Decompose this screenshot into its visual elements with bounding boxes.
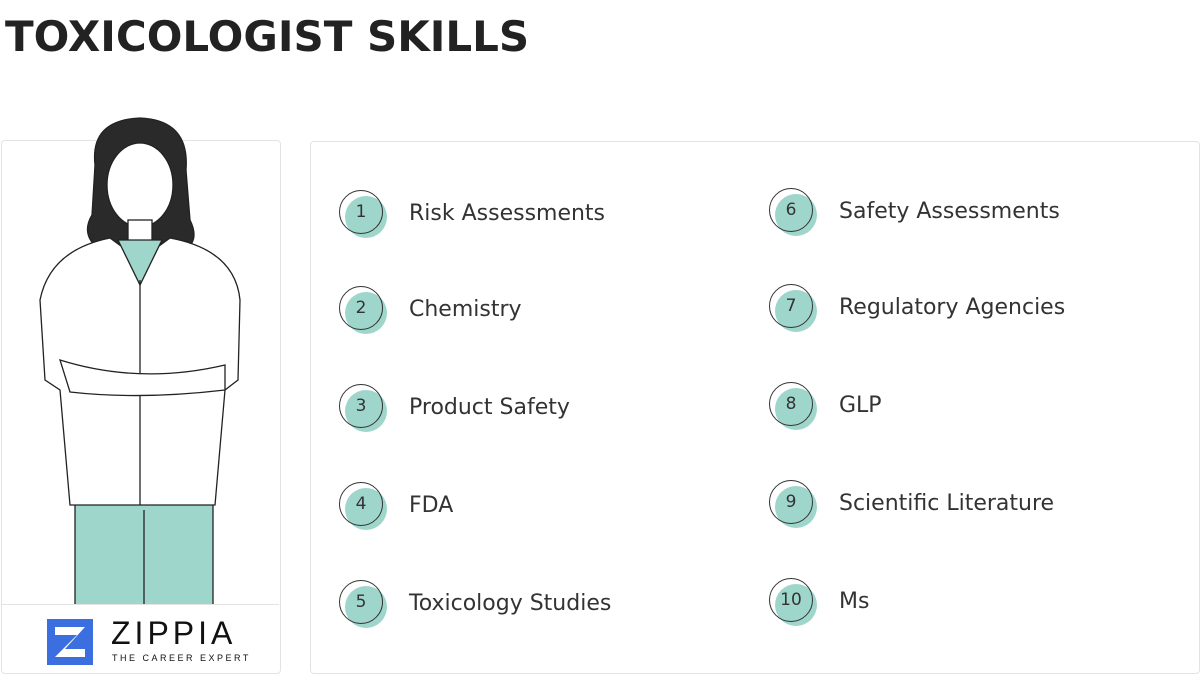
- skill-item: 4 FDA: [339, 480, 453, 530]
- skill-number-badge: 6: [769, 188, 817, 236]
- skill-item: 10 Ms: [769, 576, 869, 626]
- toxicologist-illustration: [39, 117, 241, 605]
- skill-number: 2: [339, 286, 383, 330]
- skill-label: Product Safety: [409, 394, 570, 420]
- skill-number-badge: 1: [339, 190, 387, 238]
- skill-item: 2 Chemistry: [339, 284, 522, 334]
- skill-item: 7 Regulatory Agencies: [769, 282, 1065, 332]
- skill-label: Ms: [839, 588, 870, 614]
- skill-number: 3: [339, 384, 383, 428]
- skill-label: FDA: [409, 492, 454, 518]
- skill-number: 4: [339, 482, 383, 526]
- skill-label: Toxicology Studies: [409, 590, 612, 616]
- skills-card: [310, 141, 1200, 674]
- skill-number-badge: 4: [339, 482, 387, 530]
- skill-number: 10: [769, 578, 813, 622]
- skill-number: 5: [339, 580, 383, 624]
- skill-number-badge: 3: [339, 384, 387, 432]
- brand-name: ZIPPIA: [111, 615, 237, 651]
- page-title: TOXICOLOGIST SKILLS: [5, 12, 530, 61]
- skill-label: Safety Assessments: [839, 198, 1060, 224]
- zippia-z-icon: [47, 619, 93, 665]
- skill-label: Risk Assessments: [409, 200, 606, 226]
- skill-number-badge: 2: [339, 286, 387, 334]
- skill-label: Scientific Literature: [839, 490, 1055, 516]
- skill-item: 8 GLP: [769, 380, 882, 430]
- skill-number-badge: 8: [769, 382, 817, 430]
- skill-number-badge: 9: [769, 480, 817, 528]
- skill-item: 5 Toxicology Studies: [339, 578, 611, 628]
- skill-number: 1: [339, 190, 383, 234]
- skill-number: 6: [769, 188, 813, 232]
- skill-label: Regulatory Agencies: [839, 294, 1066, 320]
- skill-number: 8: [769, 382, 813, 426]
- skill-label: Chemistry: [409, 296, 522, 322]
- skill-item: 1 Risk Assessments: [339, 188, 605, 238]
- skill-number-badge: 7: [769, 284, 817, 332]
- skill-number: 9: [769, 480, 813, 524]
- skill-item: 9 Scientific Literature: [769, 478, 1054, 528]
- skill-number: 7: [769, 284, 813, 328]
- skill-number-badge: 10: [769, 578, 817, 626]
- skill-item: 6 Safety Assessments: [769, 186, 1060, 236]
- zippia-logo: ZIPPIA THE CAREER EXPERT: [1, 604, 279, 673]
- skill-number-badge: 5: [339, 580, 387, 628]
- skill-label: GLP: [839, 392, 882, 418]
- skill-item: 3 Product Safety: [339, 382, 570, 432]
- brand-tagline: THE CAREER EXPERT: [112, 653, 251, 663]
